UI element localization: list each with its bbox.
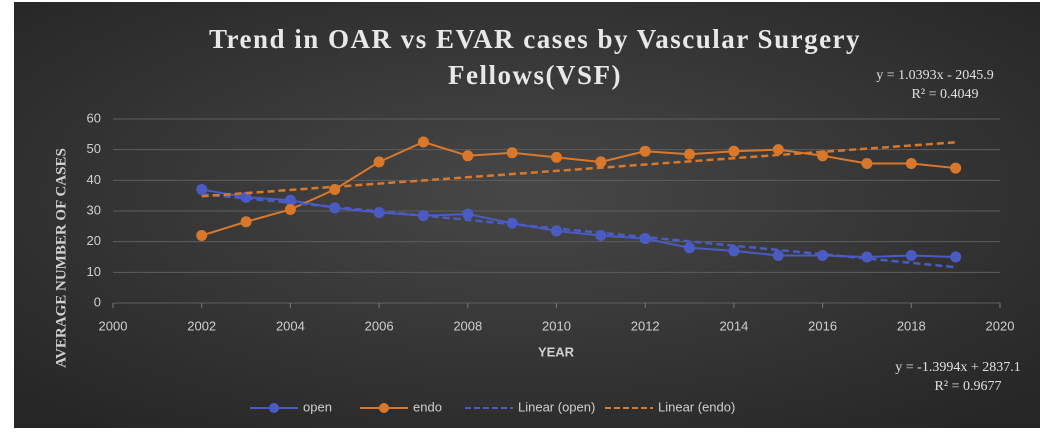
x-tick-label: 2010: [542, 318, 571, 333]
y-tick-label: 0: [94, 294, 101, 309]
trend-r2: R² = 0.9677: [935, 379, 1002, 394]
x-tick-label: 2002: [187, 318, 216, 333]
y-tick-label: 40: [87, 172, 101, 187]
legend-marker: [379, 403, 389, 413]
x-tick-label: 2006: [365, 318, 394, 333]
data-point: [240, 216, 252, 228]
y-tick-label: 60: [87, 110, 101, 125]
y-axis-label: AVERAGE NUMBER OF CASES: [53, 148, 69, 368]
legend-label: Linear (endo): [658, 399, 735, 414]
data-point: [551, 151, 562, 163]
x-tick-label: 2004: [276, 318, 305, 333]
y-tick-label: 20: [87, 233, 101, 248]
data-point: [684, 148, 696, 160]
data-point: [417, 136, 429, 148]
data-point: [196, 184, 208, 196]
trendline: [201, 141, 956, 198]
data-point: [905, 249, 917, 261]
trendline: [201, 192, 956, 269]
x-tick-label: 2012: [631, 318, 660, 333]
legend-label: open: [303, 399, 332, 414]
legend-label: endo: [413, 399, 442, 414]
data-point: [728, 245, 740, 257]
data-point: [684, 242, 696, 254]
y-tick-label: 10: [87, 264, 101, 279]
chart-title: Fellows(VSF): [448, 60, 622, 90]
data-point: [817, 249, 829, 261]
series-line: [201, 140, 956, 237]
legend-marker: [269, 403, 279, 413]
y-tick-label: 30: [87, 202, 101, 217]
data-point: [506, 147, 518, 159]
trend-r2: R² = 0.4049: [912, 87, 979, 102]
trend-equation: y = -1.3994x + 2837.1: [895, 360, 1020, 375]
data-point: [905, 157, 917, 169]
data-point: [728, 145, 740, 157]
x-tick-label: 2018: [897, 318, 926, 333]
data-point: [639, 233, 651, 245]
x-tick-label: 2008: [453, 318, 482, 333]
data-point: [950, 162, 962, 174]
data-point: [861, 157, 873, 169]
data-point: [462, 150, 474, 162]
x-axis-label: YEAR: [538, 344, 575, 359]
x-tick-label: 2020: [986, 318, 1015, 333]
data-point: [639, 145, 651, 157]
data-point: [772, 144, 784, 156]
data-point: [284, 203, 296, 215]
y-tick-label: 50: [87, 141, 101, 156]
chart-title: Trend in OAR vs EVAR cases by Vascular S…: [209, 24, 861, 54]
trend-equation: y = 1.0393x - 2045.9: [876, 68, 994, 83]
background: [14, 2, 1040, 428]
data-point: [950, 251, 962, 263]
data-point: [595, 156, 607, 168]
x-tick-label: 2016: [808, 318, 837, 333]
data-point: [462, 208, 474, 220]
data-point: [772, 249, 784, 261]
x-tick-label: 2000: [99, 318, 128, 333]
x-tick-label: 2014: [719, 318, 748, 333]
data-point: [196, 230, 208, 242]
data-point: [373, 156, 385, 168]
legend-label: Linear (open): [518, 399, 595, 414]
